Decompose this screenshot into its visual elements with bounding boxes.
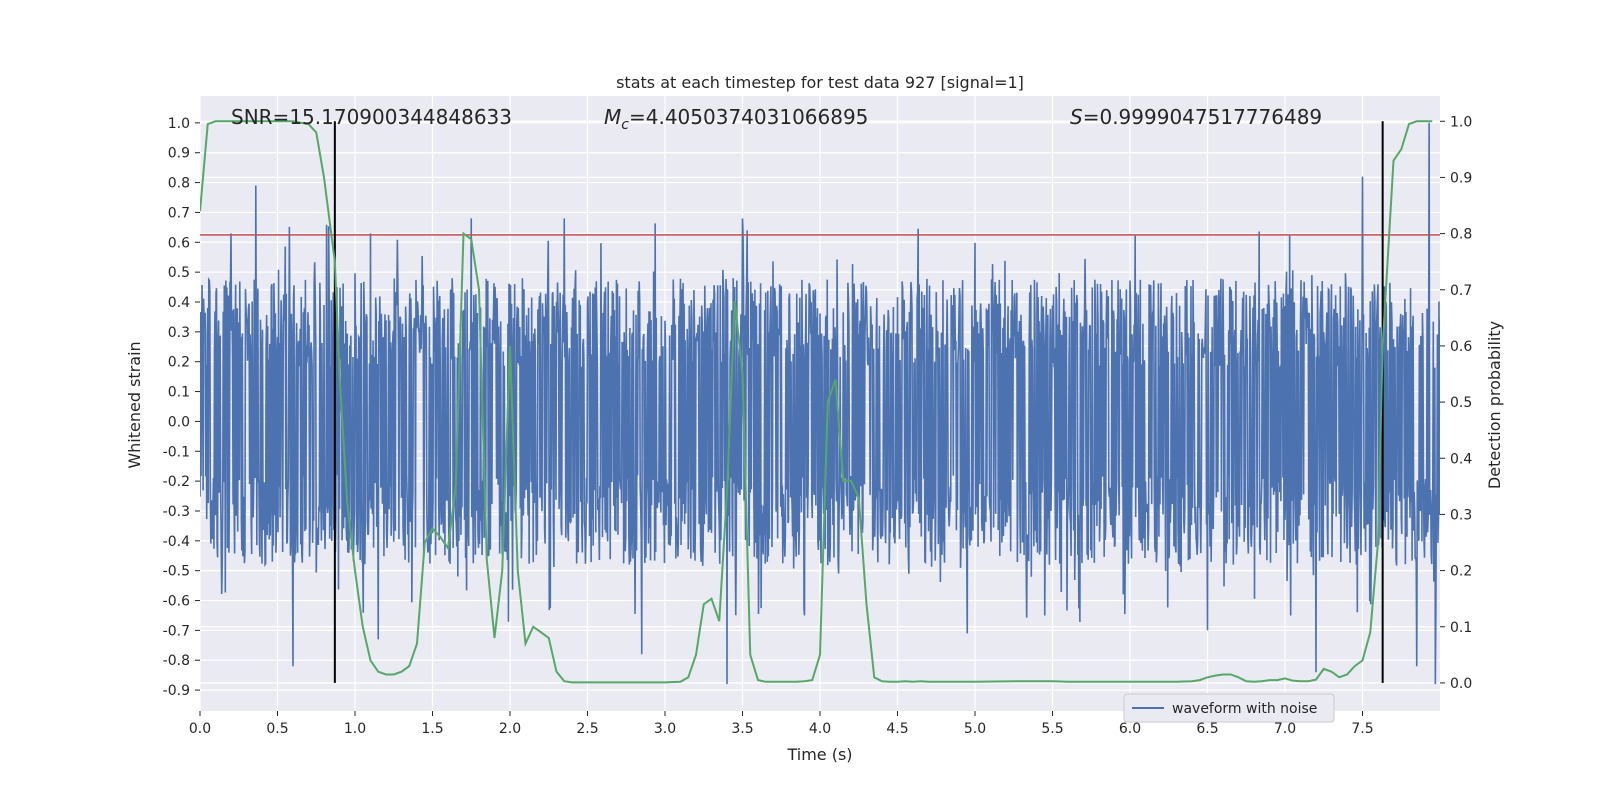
y-tick-label-left: -0.7 [163,623,190,639]
x-tick-label: 4.0 [809,721,831,737]
y-tick-label-left: 1.0 [168,116,190,132]
x-tick-label: 1.0 [344,721,366,737]
x-axis-label: Time (s) [786,745,852,764]
x-tick-label: 2.5 [576,721,598,737]
y-axis-label-left: Whitened strain [125,341,144,468]
legend-entry-waveform: waveform with noise [1172,701,1317,717]
y-tick-label-left: 0.3 [168,325,190,341]
y-tick-label-right: 0.6 [1450,339,1472,355]
y-tick-label-left: 0.6 [168,235,190,251]
x-tick-label: 1.5 [421,721,443,737]
x-tick-label: 6.5 [1196,721,1218,737]
x-tick-label: 3.0 [654,721,676,737]
legend-box [1123,693,1335,723]
y-tick-label-left: 0.9 [168,146,190,162]
waveform-series [200,122,1440,685]
x-tick-label: 0.0 [189,721,211,737]
y-tick-label-left: -0.3 [163,504,190,520]
x-tick-label: 3.5 [731,721,753,737]
y-tick-label-right: 0.1 [1450,620,1472,636]
chart-title: stats at each timestep for test data 927… [616,73,1024,92]
y-tick-label-left: -0.4 [163,534,190,550]
x-tick-label: 2.0 [499,721,521,737]
y-tick-label-left: 0.5 [168,265,190,281]
waveform-line [200,122,1440,685]
y-tick-label-right: 0.7 [1450,283,1472,299]
y-tick-label-left: -0.9 [163,683,190,699]
y-tick-label-right: 0.4 [1450,451,1472,467]
snr-annotation: SNR=15.170900344848633 [231,105,512,129]
y-tick-label-left: -0.1 [163,444,190,460]
y-tick-label-right: 1.0 [1450,114,1472,130]
y-tick-label-left: -0.5 [163,564,190,580]
y-tick-label-right: 0.5 [1450,395,1472,411]
y-tick-label-left: -0.8 [163,653,190,669]
x-tick-label: 5.5 [1041,721,1063,737]
y-tick-label-left: 0.7 [168,205,190,221]
y-tick-label-left: -0.6 [163,594,190,610]
y-tick-label-left: -0.2 [163,474,190,490]
x-tick-label: 5.0 [964,721,986,737]
s-annotation: S=0.9999047517776489 [1070,105,1322,129]
chirp-mass-annotation: Mc=4.4050374031066895 [604,105,868,133]
y-tick-label-left: 0.4 [168,295,190,311]
y-tick-label-left: 0.1 [168,385,190,401]
y-tick-label-right: 0.8 [1450,227,1472,243]
x-tick-label: 7.0 [1274,721,1296,737]
y-tick-label-right: 0.9 [1450,170,1472,186]
y-axis-label-right: Detection probability [1485,321,1504,489]
x-tick-label: 6.0 [1119,721,1141,737]
y-tick-label-right: 0.3 [1450,507,1472,523]
y-tick-label-left: 0.8 [168,176,190,192]
y-tick-label-left: 0.2 [168,355,190,371]
y-tick-label-right: 0.2 [1450,564,1472,580]
y-tick-label-right: 0.0 [1450,676,1472,692]
detection-probability-line [200,120,1433,684]
x-tick-label: 7.5 [1351,721,1373,737]
y-tick-label-left: 0.0 [168,414,190,430]
x-tick-label: 0.5 [266,721,288,737]
legend: waveform with noise [1123,693,1335,723]
x-tick-label: 4.5 [886,721,908,737]
